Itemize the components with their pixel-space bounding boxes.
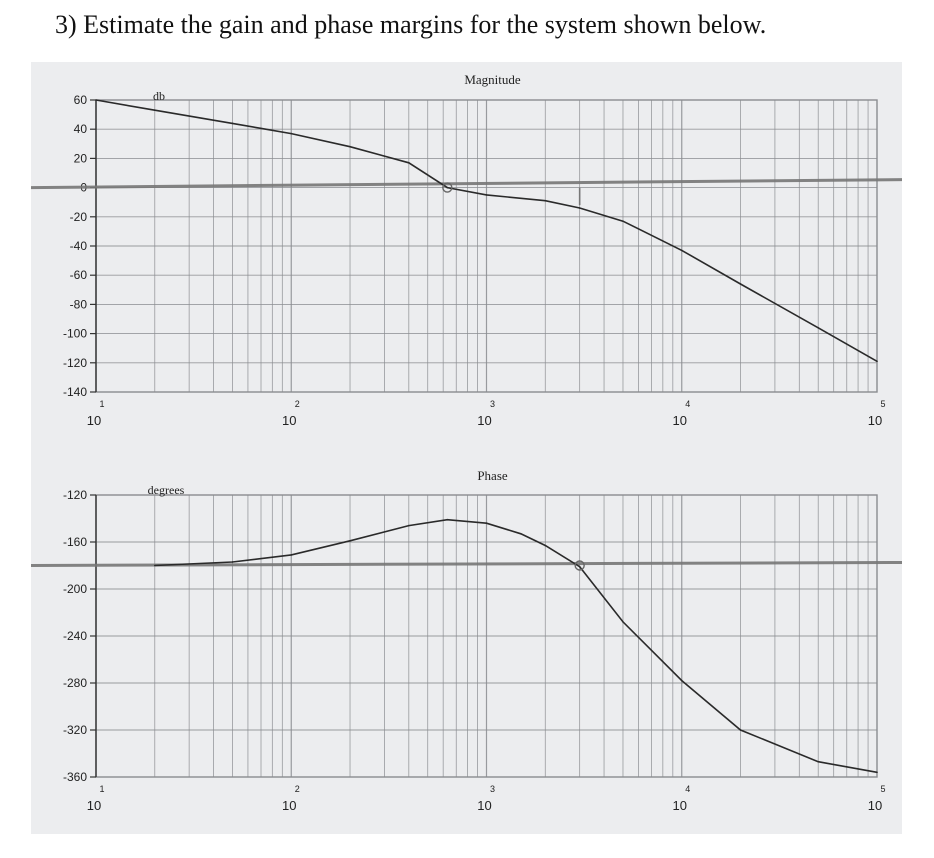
phase-x-tick-label: 10: [477, 798, 491, 813]
bode-plot-photo: 6040200-20-40-60-80-100-120-140101102103…: [31, 62, 902, 834]
magnitude-y-tick-label: -20: [70, 210, 88, 224]
magnitude-reference-line: [31, 178, 902, 190]
phase-y-tick-label: -120: [63, 488, 87, 502]
phase-data-point: [578, 565, 581, 568]
phase-data-point: [446, 518, 449, 521]
magnitude-data-point: [622, 220, 624, 222]
phase-data-point: [680, 679, 683, 682]
phase-x-tick-label: 10: [868, 798, 882, 813]
magnitude-data-point: [231, 122, 234, 125]
phase-x-tick-label: 10: [87, 798, 101, 813]
magnitude-y-axis-label: db: [153, 89, 165, 103]
phase-y-tick-label: -240: [63, 629, 87, 643]
magnitude-x-tick-exponent: 3: [490, 399, 495, 409]
magnitude-x-tick-label: 10: [282, 413, 296, 428]
magnitude-y-tick-label: -100: [63, 327, 87, 341]
magnitude-data-point: [876, 360, 878, 363]
magnitude-title: Magnitude: [464, 72, 521, 87]
phase-x-tick-label: 10: [673, 798, 687, 813]
magnitude-x-tick-label: 10: [673, 413, 687, 428]
magnitude-data-point: [544, 199, 547, 202]
phase-data-point: [349, 540, 351, 542]
phase-series-line: [154, 518, 878, 774]
phase-y-tick-label: -200: [63, 582, 87, 596]
magnitude-data-point: [153, 109, 156, 112]
magnitude-x-tick-exponent: 5: [880, 399, 885, 409]
magnitude-y-tick-label: -140: [63, 385, 87, 399]
phase-y-tick-label: -160: [63, 535, 87, 549]
magnitude-x-tick-label: 10: [477, 413, 491, 428]
phase-y-tick-label: -320: [63, 723, 87, 737]
question-text: 3) Estimate the gain and phase margins f…: [55, 10, 767, 39]
phase-title: Phase: [477, 468, 508, 483]
phase-data-point: [520, 532, 522, 535]
magnitude-chart: 6040200-20-40-60-80-100-120-140101102103…: [31, 72, 902, 428]
magnitude-y-tick-label: -80: [70, 297, 88, 311]
phase-x-tick-exponent: 3: [490, 784, 495, 794]
phase-crossover-marker: [574, 560, 585, 571]
phase-x-tick-exponent: 4: [685, 784, 690, 794]
phase-y-tick-label: -360: [63, 770, 87, 784]
magnitude-y-tick-label: -120: [63, 356, 87, 370]
magnitude-crossover-marker: [442, 182, 453, 193]
phase-x-tick-exponent: 2: [295, 784, 300, 794]
magnitude-data-point: [95, 99, 97, 101]
phase-y-tick-label: -280: [63, 676, 87, 690]
phase-data-point: [544, 544, 547, 547]
magnitude-data-point: [817, 326, 820, 329]
magnitude-x-tick-exponent: 4: [685, 399, 690, 409]
magnitude-data-point: [446, 186, 449, 189]
magnitude-data-point: [578, 207, 581, 209]
magnitude-x-tick-label: 10: [868, 413, 882, 428]
phase-data-point: [408, 524, 410, 527]
phase-data-point: [622, 621, 624, 623]
phase-y-axis-label: degrees: [148, 483, 185, 497]
magnitude-y-tick-label: 20: [74, 151, 88, 165]
magnitude-y-tick-label: -40: [70, 239, 88, 253]
phase-data-point: [817, 760, 820, 763]
magnitude-x-tick-label: 10: [87, 413, 101, 428]
magnitude-x-tick-exponent: 1: [99, 399, 104, 409]
magnitude-y-tick-label: -60: [70, 268, 88, 282]
bode-plot-svg: 6040200-20-40-60-80-100-120-140101102103…: [31, 72, 902, 813]
magnitude-data-point: [680, 249, 683, 252]
phase-data-point: [231, 561, 234, 563]
phase-data-point: [290, 554, 293, 556]
phase-chart: -120-160-200-240-280-320-360101102103104…: [31, 468, 902, 813]
magnitude-data-point: [290, 132, 293, 135]
phase-x-tick-exponent: 5: [880, 784, 885, 794]
phase-data-point: [739, 729, 742, 731]
magnitude-x-tick-exponent: 2: [295, 399, 300, 409]
phase-data-point: [876, 771, 878, 774]
magnitude-data-point: [408, 161, 410, 164]
phase-x-tick-exponent: 1: [99, 784, 104, 794]
phase-x-tick-label: 10: [282, 798, 296, 813]
magnitude-data-point: [739, 283, 742, 285]
magnitude-y-tick-label: 40: [74, 122, 88, 136]
phase-data-point: [153, 564, 156, 567]
magnitude-y-tick-label: 60: [74, 93, 88, 107]
magnitude-data-point: [485, 194, 488, 196]
magnitude-data-point: [349, 145, 351, 148]
phase-data-point: [485, 522, 488, 524]
